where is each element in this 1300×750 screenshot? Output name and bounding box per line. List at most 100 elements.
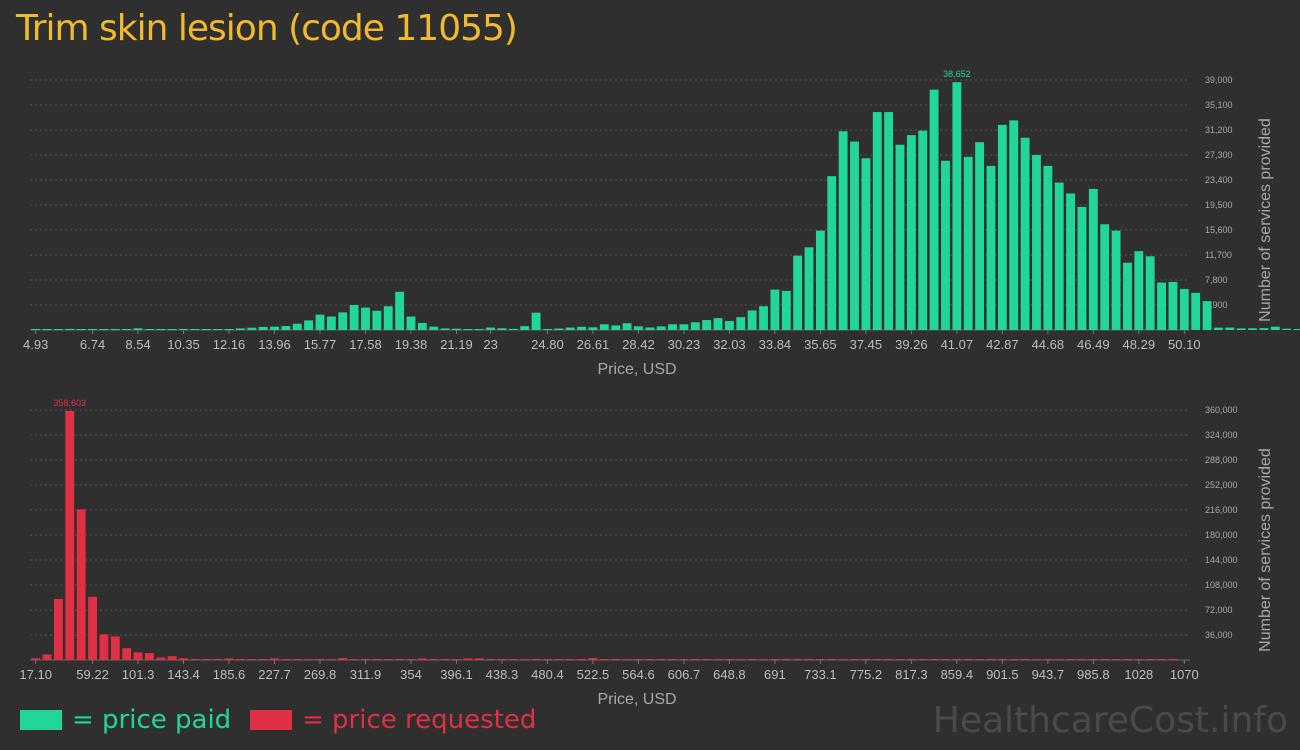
requested-x-tick-label: 143.4 (167, 667, 200, 682)
paid-bar (1168, 281, 1178, 330)
paid-bar (292, 323, 302, 330)
paid-bar (31, 329, 41, 330)
requested-bar (395, 659, 405, 660)
requested-bar (679, 659, 689, 660)
requested-bar (895, 659, 905, 660)
paid-x-tick-label: 23 (483, 337, 497, 352)
requested-x-tick-label: 396.1 (440, 667, 473, 682)
paid-bar (338, 312, 348, 330)
paid-bar (1157, 282, 1166, 330)
paid-bar (713, 318, 723, 330)
requested-bar (781, 659, 791, 660)
paid-bar (156, 329, 166, 330)
paid-x-tick-label: 6.74 (80, 337, 105, 352)
paid-bar (258, 326, 268, 330)
paid-x-tick-label: 12.16 (213, 337, 246, 352)
paid-x-tick-label: 17.58 (349, 337, 382, 352)
requested-x-tick-label: 59.22 (76, 667, 109, 682)
requested-bar (622, 659, 632, 660)
requested-y-tick-label: 180,000 (1205, 530, 1238, 540)
requested-bar (645, 659, 655, 660)
requested-bar (838, 659, 848, 660)
requested-bar (713, 659, 723, 660)
paid-bar (690, 322, 700, 330)
requested-bar (474, 658, 484, 660)
paid-bar (1043, 165, 1053, 330)
paid-bar (997, 124, 1007, 331)
requested-bar (508, 659, 518, 660)
requested-bar (690, 659, 700, 660)
page-title: Trim skin lesion (code 11055) (16, 8, 518, 49)
requested-x-tick-label: 985.8 (1077, 667, 1110, 682)
requested-x-tick-label: 269.8 (304, 667, 337, 682)
paid-bar (167, 329, 177, 330)
requested-peak-label: 358,603 (54, 398, 87, 408)
paid-bar (1202, 301, 1212, 330)
requested-bar (1100, 659, 1110, 660)
requested-bar (850, 659, 859, 660)
paid-bar (838, 131, 848, 330)
paid-bar (54, 329, 63, 330)
requested-bar (42, 654, 52, 660)
requested-bar (975, 659, 985, 660)
requested-y-axis-title: Number of services provided (1257, 448, 1274, 652)
paid-bar (929, 89, 939, 331)
requested-bar (1066, 659, 1076, 660)
requested-bar (326, 659, 336, 660)
requested-bar (611, 659, 621, 660)
requested-bar (258, 659, 268, 660)
requested-bar (144, 653, 154, 660)
paid-bar (1282, 328, 1292, 330)
requested-bar (1032, 659, 1041, 660)
requested-bar (1134, 659, 1144, 660)
requested-y-tick-label: 72,000 (1205, 605, 1233, 615)
requested-bar (770, 659, 780, 660)
requested-bar (122, 648, 132, 660)
requested-x-tick-label: 901.5 (986, 667, 1019, 682)
paid-bar (599, 324, 609, 330)
paid-bar (417, 322, 427, 330)
paid-x-tick-label: 26.61 (577, 337, 610, 352)
paid-bar (565, 327, 575, 330)
requested-bar (872, 659, 882, 660)
requested-bar (190, 658, 200, 660)
requested-x-tick-label: 17.10 (19, 667, 52, 682)
paid-bar (747, 310, 757, 330)
paid-bar (827, 176, 837, 330)
paid-bar (554, 328, 564, 330)
paid-bar (1145, 256, 1155, 330)
paid-bar (406, 316, 416, 330)
requested-x-tick-label: 480.4 (531, 667, 564, 682)
requested-x-tick-label: 185.6 (213, 667, 246, 682)
paid-bar (952, 82, 962, 330)
paid-bar (497, 328, 507, 330)
requested-x-tick-label: 606.7 (668, 667, 701, 682)
requested-x-tick-label: 1070 (1170, 667, 1199, 682)
paid-y-tick-label: 31,200 (1205, 125, 1233, 135)
paid-x-tick-label: 35.65 (804, 337, 837, 352)
paid-bar (1054, 182, 1064, 330)
paid-bar (1111, 230, 1121, 330)
paid-bar (361, 307, 370, 330)
requested-bar (668, 659, 677, 660)
paid-bar (247, 327, 257, 330)
requested-bar (577, 659, 586, 660)
paid-bar (270, 326, 279, 330)
paid-bar (941, 160, 950, 330)
paid-bar (1134, 251, 1144, 330)
paid-x-tick-label: 37.45 (850, 337, 883, 352)
paid-x-tick-label: 42.87 (986, 337, 1019, 352)
paid-bar (622, 323, 632, 330)
requested-x-tick-label: 438.3 (486, 667, 519, 682)
paid-bar (429, 326, 439, 330)
requested-bar (213, 658, 223, 660)
requested-x-tick-label: 1028 (1124, 667, 1153, 682)
paid-bar (759, 306, 768, 330)
paid-bar (1259, 328, 1269, 330)
requested-x-axis-title: Price, USD (597, 691, 676, 708)
paid-bar (1077, 206, 1087, 330)
paid-bar (1270, 326, 1280, 330)
requested-bar (452, 659, 461, 660)
paid-bar (781, 290, 791, 330)
paid-bar (463, 329, 473, 330)
